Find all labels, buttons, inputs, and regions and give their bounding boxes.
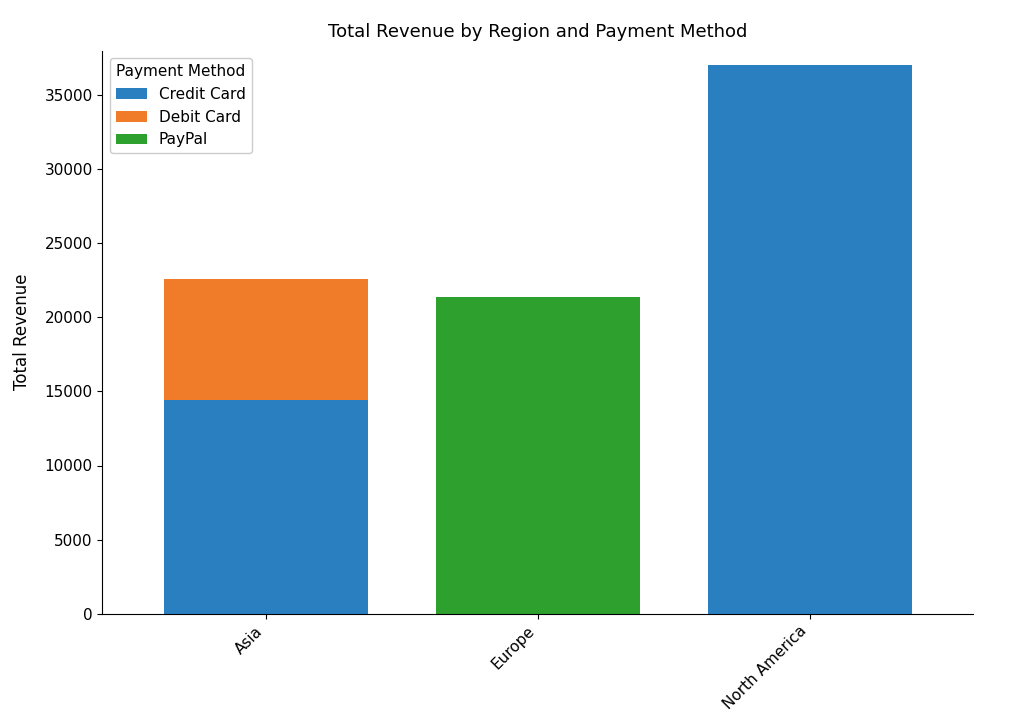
Title: Total Revenue by Region and Payment Method: Total Revenue by Region and Payment Meth… [328,22,748,40]
Bar [164,400,368,614]
Bar [164,279,368,400]
Y-axis label: Total Revenue: Total Revenue [12,274,31,391]
Legend: Credit Card, Debit Card, PayPal: Credit Card, Debit Card, PayPal [110,58,252,153]
Bar [708,66,911,614]
Bar [435,297,640,614]
